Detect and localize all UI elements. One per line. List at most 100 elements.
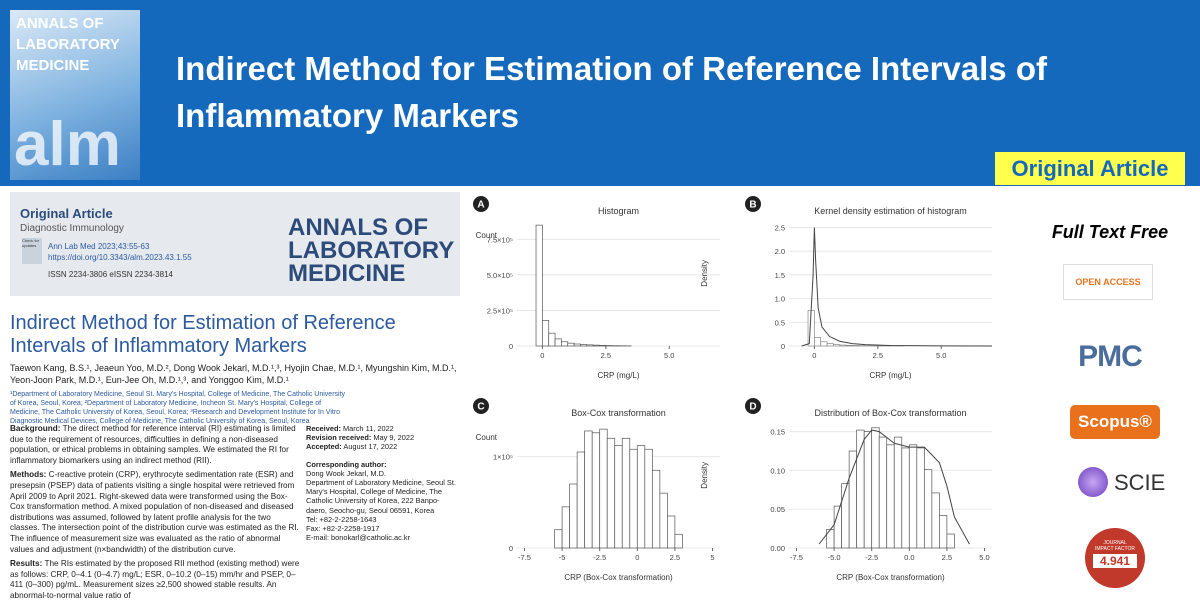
histogram-bar — [577, 452, 585, 548]
x-tick-label: 2.5 — [873, 351, 883, 360]
histogram-bar — [827, 344, 833, 346]
abstract-text: The RIs estimated by the proposed RII me… — [10, 559, 299, 600]
open-access-logo: OPEN ACCESS — [1063, 264, 1153, 300]
histogram-bar — [637, 446, 645, 548]
scie-logo: SCIE — [1114, 470, 1165, 496]
logo-line: LABORATORY — [288, 239, 454, 262]
y-tick-label: 0.10 — [770, 466, 785, 475]
histogram-bar — [542, 320, 548, 346]
histogram-bar — [939, 515, 947, 548]
y-tick-label: 5.0×10⁵ — [487, 271, 513, 280]
histogram-bar — [555, 530, 563, 548]
x-tick-label: 2.5 — [942, 553, 952, 562]
histogram-bar — [872, 428, 880, 548]
abstract-label: Methods: — [10, 470, 46, 479]
histogram-bar — [570, 484, 578, 548]
cover-text: ANNALS OF — [16, 16, 140, 31]
y-axis-label: Density — [700, 260, 709, 287]
y-tick-label: 0.15 — [770, 428, 785, 437]
abstract-paragraph: Methods: C-reactive protein (CRP), eryth… — [10, 470, 302, 555]
chart-panel: C Box-Cox transformation Count CRP (Box-Cox… — [473, 398, 720, 582]
panel-label: C — [477, 402, 484, 413]
correspondence-line: E-mail: bonokarl@catholic.ac.kr — [306, 533, 456, 542]
y-tick-label: 1.5 — [775, 271, 785, 280]
chart-title: Box-Cox transformation — [571, 408, 666, 418]
histogram-bar — [645, 449, 653, 548]
histogram-bar — [593, 345, 599, 346]
histogram-bar — [562, 507, 570, 548]
x-tick-label: 0 — [635, 553, 639, 562]
histogram-bar — [675, 534, 683, 548]
x-tick-label: 2.5 — [670, 553, 680, 562]
journal-logo: ANNALS OF LABORATORY MEDICINE — [288, 216, 454, 285]
histogram-bar — [587, 345, 593, 346]
impact-caption: JOURNAL IMPACT FACTOR — [1085, 540, 1145, 552]
date-text: May 9, 2022 — [373, 433, 414, 442]
correspondence-label: Corresponding author: — [306, 460, 386, 469]
pmc-logo: PMC — [1030, 340, 1190, 374]
x-tick-label: -2.5 — [593, 553, 606, 562]
panel-label: B — [749, 200, 756, 211]
histogram-bar — [630, 449, 638, 548]
y-axis-label: Density — [700, 462, 709, 489]
x-tick-label: 5.0 — [664, 351, 674, 360]
x-tick-label: 5 — [710, 553, 714, 562]
histogram-bar — [864, 432, 872, 548]
y-tick-label: 7.5×10⁵ — [487, 235, 513, 244]
histogram-bar — [924, 470, 932, 548]
y-tick-label: 0.5 — [775, 318, 785, 327]
histogram-bar — [549, 333, 555, 346]
x-tick-label: -7.5 — [790, 553, 803, 562]
article-section: Diagnostic Immunology — [20, 223, 124, 234]
histogram-bar — [821, 342, 827, 346]
article-info: Received: March 11, 2022 Revision receiv… — [306, 424, 456, 542]
correspondence-line: Dong Wook Jekarl, M.D. — [306, 469, 456, 478]
x-tick-label: 5.0 — [936, 351, 946, 360]
histogram-bar — [580, 345, 586, 346]
x-axis-label: CRP (Box-Cox transformation) — [836, 573, 945, 582]
histogram-bar — [842, 484, 850, 548]
abstract-label: Results: — [10, 559, 42, 568]
y-tick-label: 2.5×10⁵ — [487, 306, 513, 315]
abstract-paragraph: Results: The RIs estimated by the propos… — [10, 559, 302, 601]
x-axis-label: CRP (mg/L) — [869, 371, 911, 380]
date: Accepted: August 17, 2022 — [306, 442, 456, 451]
citation: Ann Lab Med 2023;43:55-63 — [48, 242, 149, 251]
abstract-label: Background: — [10, 424, 61, 433]
banner-title: Indirect Method for Estimation of Refere… — [176, 50, 1047, 88]
y-tick-label: 0 — [509, 342, 513, 351]
y-tick-label: 1.0 — [775, 295, 785, 304]
x-axis-label: CRP (mg/L) — [597, 371, 639, 380]
histogram-bar — [652, 470, 660, 548]
abstract-paragraph: Background: The direct method for refere… — [10, 424, 302, 466]
article-badge: Original Article — [995, 152, 1185, 185]
x-tick-label: 0 — [540, 351, 544, 360]
x-tick-label: -7.5 — [518, 553, 531, 562]
cover-mark: alm — [14, 109, 121, 180]
x-axis-label: CRP (Box-Cox transformation) — [564, 573, 673, 582]
density-curve — [802, 227, 992, 346]
histogram-bar — [909, 445, 917, 548]
y-tick-label: 0 — [509, 544, 513, 553]
histogram-bar — [592, 433, 600, 548]
histogram-bar — [574, 344, 580, 346]
histogram-bar — [849, 451, 857, 548]
y-axis-label: Count — [476, 433, 498, 442]
doi: https://doi.org/10.3343/alm.2023.43.1.55 — [48, 253, 192, 262]
impact-value: 4.941 — [1093, 554, 1137, 568]
histogram-bar — [879, 437, 887, 548]
cover-text: LABORATORY — [16, 37, 140, 52]
histogram-bar — [585, 431, 593, 548]
logo-line: MEDICINE — [288, 262, 454, 285]
y-tick-label: 2.0 — [775, 247, 785, 256]
date: Received: March 11, 2022 — [306, 424, 456, 433]
correspondence-line: Tel: +82-2-2258-1643 — [306, 515, 456, 524]
histogram-bar — [536, 225, 542, 346]
chart-title: Kernel density estimation of histogram — [814, 206, 967, 216]
x-tick-label: -5 — [559, 553, 566, 562]
free-text: Full Text Free — [1030, 222, 1190, 243]
article-kind: Original Article — [20, 206, 113, 221]
